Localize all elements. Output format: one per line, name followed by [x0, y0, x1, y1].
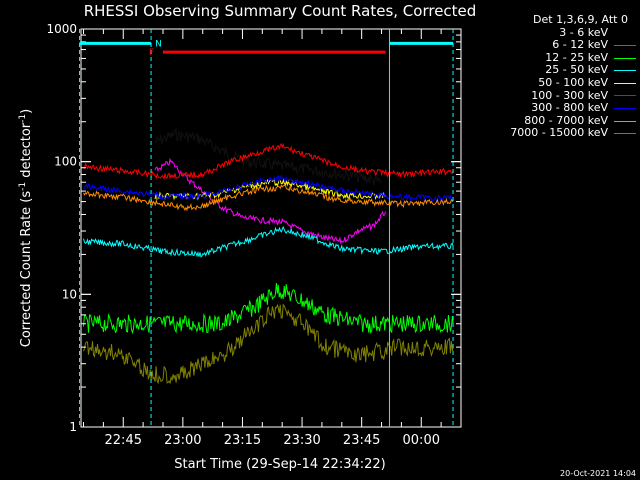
y-tick-label: 1000 — [46, 22, 77, 36]
series-trace — [83, 142, 454, 181]
timestamp: 20-Oct-2021 14:04 — [560, 469, 636, 478]
plot-frame — [80, 28, 462, 428]
y-tick-label: 10 — [62, 287, 77, 301]
legend-item-label: 12 - 25 keV — [545, 50, 608, 64]
legend-swatch — [614, 82, 636, 84]
legend-item-label: 25 - 50 keV — [545, 63, 608, 77]
legend-swatch — [614, 32, 636, 34]
legend-item: 7000 - 15000 keV — [478, 127, 636, 140]
series-trace — [83, 184, 454, 212]
legend-swatch — [614, 95, 636, 97]
legend-swatch — [614, 133, 636, 135]
legend-swatch — [614, 57, 636, 59]
x-tick-label: 00:00 — [403, 433, 440, 448]
series-trace — [83, 174, 454, 203]
chart-title: RHESSI Observing Summary Count Rates, Co… — [84, 2, 477, 20]
y-tick-label: 1 — [69, 420, 77, 434]
night-flag-label: N — [155, 39, 162, 49]
x-tick-label: 23:00 — [164, 433, 201, 448]
legend-rows: 3 - 6 keV 6 - 12 keV 12 - 25 keV 25 - 50 ke… — [478, 25, 636, 140]
legend-item: 12 - 25 keV — [478, 50, 636, 65]
series-trace — [83, 282, 454, 335]
legend-item: 6 - 12 keV — [478, 39, 636, 52]
plot-layer — [83, 127, 454, 385]
legend-swatch — [614, 70, 636, 72]
x-tick-label: 23:45 — [343, 433, 380, 448]
series-trace — [154, 127, 382, 186]
legend-item: 800 - 7000 keV — [478, 113, 636, 128]
legend-item-label: 7000 - 15000 keV — [510, 126, 608, 140]
legend-item-label: 100 - 300 keV — [531, 88, 608, 102]
legend-item: 100 - 300 keV — [478, 88, 636, 103]
legend-swatch — [614, 44, 636, 46]
legend: Det 1,3,6,9, Att 0 3 - 6 keV 6 - 12 keV 12… — [478, 13, 636, 140]
y-tick-label: 100 — [54, 155, 77, 169]
legend-item-label: 50 - 100 keV — [538, 75, 608, 89]
series-trace — [83, 303, 454, 385]
legend-item: 50 - 100 keV — [478, 75, 636, 90]
series-trace — [83, 225, 454, 258]
series-trace — [154, 157, 386, 245]
legend-item-label: 6 - 12 keV — [552, 38, 608, 52]
y-axis-label: Corrected Count Rate (s-1 detector-1) — [18, 109, 34, 347]
x-tick-label: 22:45 — [105, 433, 142, 448]
flare-flag-label: F — [149, 48, 154, 58]
legend-item: 300 - 800 keV — [478, 102, 636, 115]
legend-item: 25 - 50 keV — [478, 64, 636, 77]
legend-swatch — [614, 120, 636, 122]
legend-swatch — [614, 107, 636, 109]
legend-title: Det 1,3,6,9, Att 0 — [533, 13, 628, 26]
legend-item-label: 3 - 6 keV — [559, 25, 608, 39]
x-tick-label: 23:30 — [283, 433, 320, 448]
legend-item-label: 300 - 800 keV — [531, 101, 608, 115]
legend-item: 3 - 6 keV — [478, 25, 636, 40]
legend-item-label: 800 - 7000 keV — [524, 113, 608, 127]
x-axis-label: Start Time (29-Sep-14 22:34:22) — [174, 457, 385, 472]
x-tick-label: 23:15 — [224, 433, 261, 448]
series-trace — [154, 178, 386, 201]
